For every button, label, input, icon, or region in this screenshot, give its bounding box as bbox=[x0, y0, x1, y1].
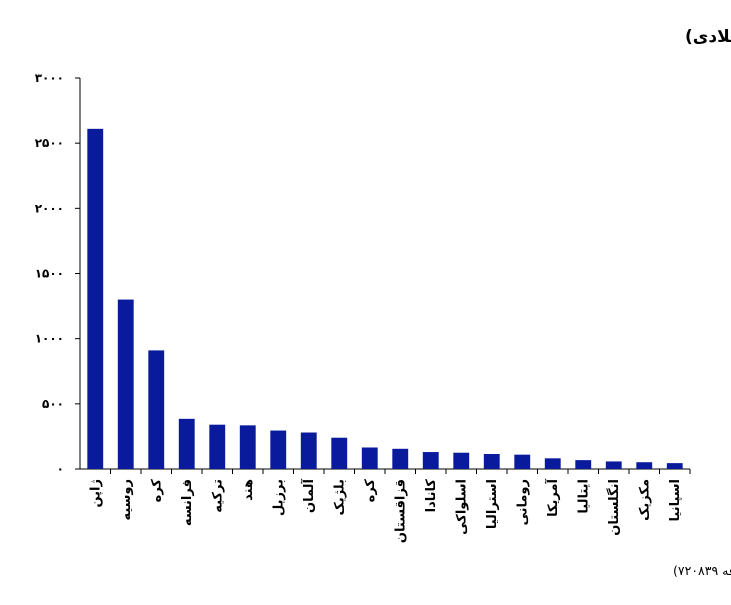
y-axis-ticks: ۰ ۵۰۰ ۱۰۰۰ ۱۵۰۰ ۲۰۰۰ ۲۵۰۰ ۳۰۰۰ bbox=[35, 71, 80, 476]
bar-13 bbox=[483, 454, 500, 469]
x-tick-label: کره bbox=[363, 479, 378, 503]
bar-18 bbox=[636, 462, 653, 469]
bar-2 bbox=[148, 350, 165, 469]
x-tick-label: آلمان bbox=[300, 478, 317, 513]
bar-1 bbox=[117, 299, 134, 469]
chart-source: مرجع داده‌ها: سازمان تجارت جهانی و گمرکا… bbox=[673, 563, 731, 579]
bar-9 bbox=[361, 447, 378, 469]
x-tick-label: برزیل bbox=[271, 479, 286, 516]
bar-6 bbox=[270, 430, 287, 469]
y-tick-label: ۲۰۰۰ bbox=[35, 201, 64, 215]
x-tick-label: رومانی bbox=[515, 479, 530, 526]
x-tick-label: کره bbox=[149, 479, 164, 503]
bar-series bbox=[87, 128, 683, 469]
x-tick-label: ژاپن bbox=[88, 479, 103, 508]
bar-5 bbox=[239, 425, 256, 469]
x-tick-label: انگلستان bbox=[606, 479, 622, 536]
bar-15 bbox=[544, 458, 561, 469]
x-tick-label: هند bbox=[241, 479, 256, 501]
bar-11 bbox=[422, 452, 439, 469]
bar-0 bbox=[87, 128, 104, 469]
x-tick-label: روسیه bbox=[119, 479, 134, 521]
x-tick-label: اسپانیا bbox=[668, 479, 683, 522]
y-tick-label: ۱۰۰۰ bbox=[35, 332, 64, 346]
bar-10 bbox=[392, 448, 409, 469]
y-tick-label: ۵۰۰ bbox=[42, 397, 64, 411]
x-tick-label: استرالیا bbox=[485, 479, 500, 529]
x-tick-label: آمریکا bbox=[544, 478, 561, 516]
x-tick-label: کانادا bbox=[424, 479, 439, 513]
bar-17 bbox=[605, 461, 622, 469]
bar-4 bbox=[209, 424, 226, 469]
bar-3 bbox=[178, 418, 195, 469]
y-tick-label: ۰ bbox=[57, 462, 64, 476]
x-tick-label: قزاقستان bbox=[393, 479, 408, 543]
bar-12 bbox=[453, 452, 470, 469]
bar-7 bbox=[300, 432, 317, 469]
x-tick-label: مکزیک bbox=[637, 479, 652, 521]
bar-19 bbox=[666, 463, 683, 469]
y-tick-label: ۱۵۰۰ bbox=[35, 267, 64, 281]
chart-title: نمودار ۱۴- صادرکنندگان بزرگ ورق فولاد گر… bbox=[685, 26, 731, 47]
x-tick-label: ایتالیا bbox=[576, 479, 591, 514]
x-tick-label: اسلواکی bbox=[454, 479, 469, 535]
x-tick-label: فرانسه bbox=[180, 479, 195, 526]
x-tick-label: ترکیه bbox=[210, 479, 225, 513]
x-axis-ticks: ژاپن روسیه کره فرانسه ترکیه هند برزیل آلمان بلژی… bbox=[88, 469, 691, 543]
bar-14 bbox=[514, 454, 531, 469]
bar-8 bbox=[331, 437, 348, 469]
bar-16 bbox=[575, 460, 592, 469]
y-tick-label: ۲۵۰۰ bbox=[35, 136, 64, 150]
x-tick-label: بلژیک bbox=[332, 479, 347, 515]
y-tick-label: ۳۰۰۰ bbox=[35, 71, 64, 85]
